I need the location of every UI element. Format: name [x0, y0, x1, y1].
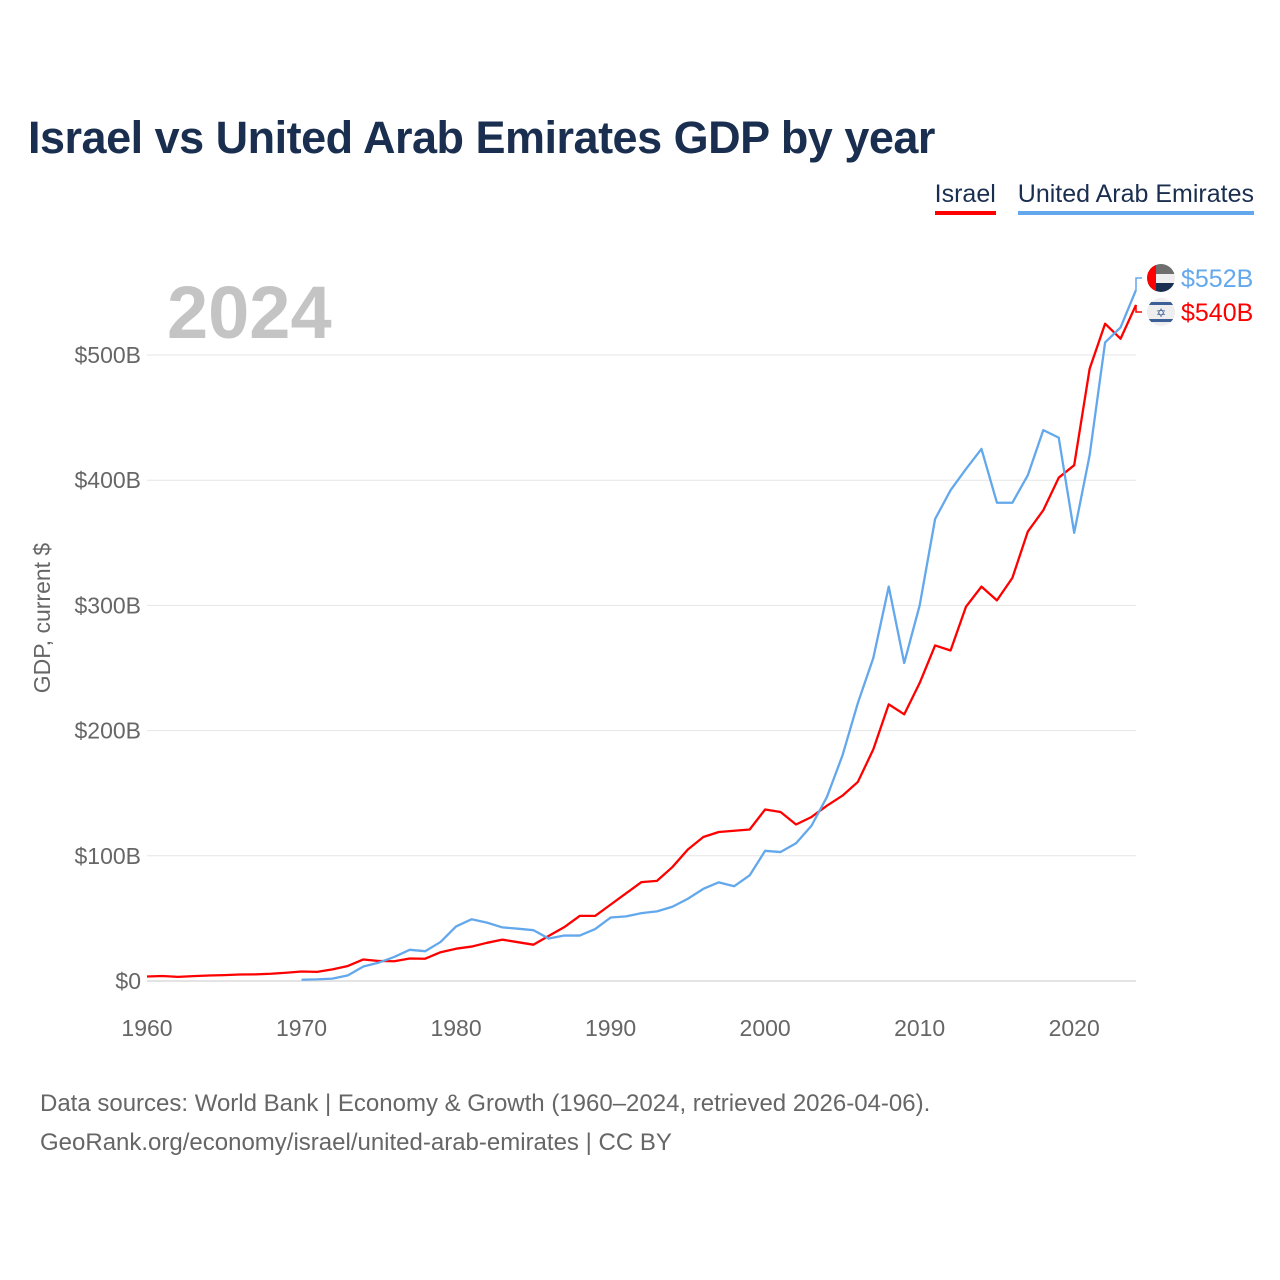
flag-stripe — [1147, 264, 1156, 292]
line-uae — [301, 289, 1138, 981]
legend-israel[interactable]: Israel — [934, 180, 996, 215]
end-label-uae: $552B — [1181, 265, 1253, 293]
y-tick-label: $0 — [115, 968, 141, 994]
source-note: Data sources: World Bank | Economy & Gro… — [40, 1090, 931, 1117]
flag — [1147, 264, 1175, 292]
x-tick-label: 1970 — [276, 1015, 327, 1041]
x-tick-label: 2010 — [894, 1015, 945, 1041]
flag-stripe — [1147, 302, 1175, 305]
uae-flag-icon — [1147, 264, 1175, 292]
flag: ✡ — [1147, 298, 1175, 326]
israel-flag-icon: ✡ — [1147, 298, 1175, 326]
x-tick-label: 1990 — [585, 1015, 636, 1041]
year-label: 2024 — [167, 271, 332, 354]
x-tick-label: 2000 — [740, 1015, 791, 1041]
y-axis-label: GDP, current $ — [29, 543, 55, 694]
legend-uae[interactable]: United Arab Emirates — [1017, 180, 1254, 215]
flag-stripe — [1147, 264, 1175, 274]
y-tick-label: $100B — [74, 843, 141, 869]
end-label-israel: $540B — [1181, 299, 1253, 327]
legend: Israel United Arab Emirates — [934, 180, 1254, 215]
source-link[interactable]: GeoRank.org/economy/israel/united-arab-e… — [40, 1129, 672, 1156]
chart-title: Israel vs United Arab Emirates GDP by ye… — [28, 112, 935, 163]
x-tick-label: 2020 — [1049, 1015, 1100, 1041]
flag-stripe — [1147, 274, 1175, 283]
x-tick-label: 1960 — [121, 1015, 172, 1041]
flag-stripe — [1147, 319, 1175, 322]
y-tick-label: $300B — [74, 592, 141, 618]
y-tick-label: $400B — [74, 467, 141, 493]
line-israel — [146, 304, 1138, 979]
x-tick-label: 1980 — [430, 1015, 481, 1041]
y-tick-label: $500B — [74, 342, 141, 368]
star-of-david-icon: ✡ — [1156, 306, 1166, 320]
y-tick-label: $200B — [74, 718, 141, 744]
connector-uae — [1135, 277, 1142, 290]
connector-israel — [1135, 304, 1142, 313]
footer: Data sources: World Bank | Economy & Gro… — [40, 1084, 930, 1162]
flag-stripe — [1147, 283, 1175, 292]
